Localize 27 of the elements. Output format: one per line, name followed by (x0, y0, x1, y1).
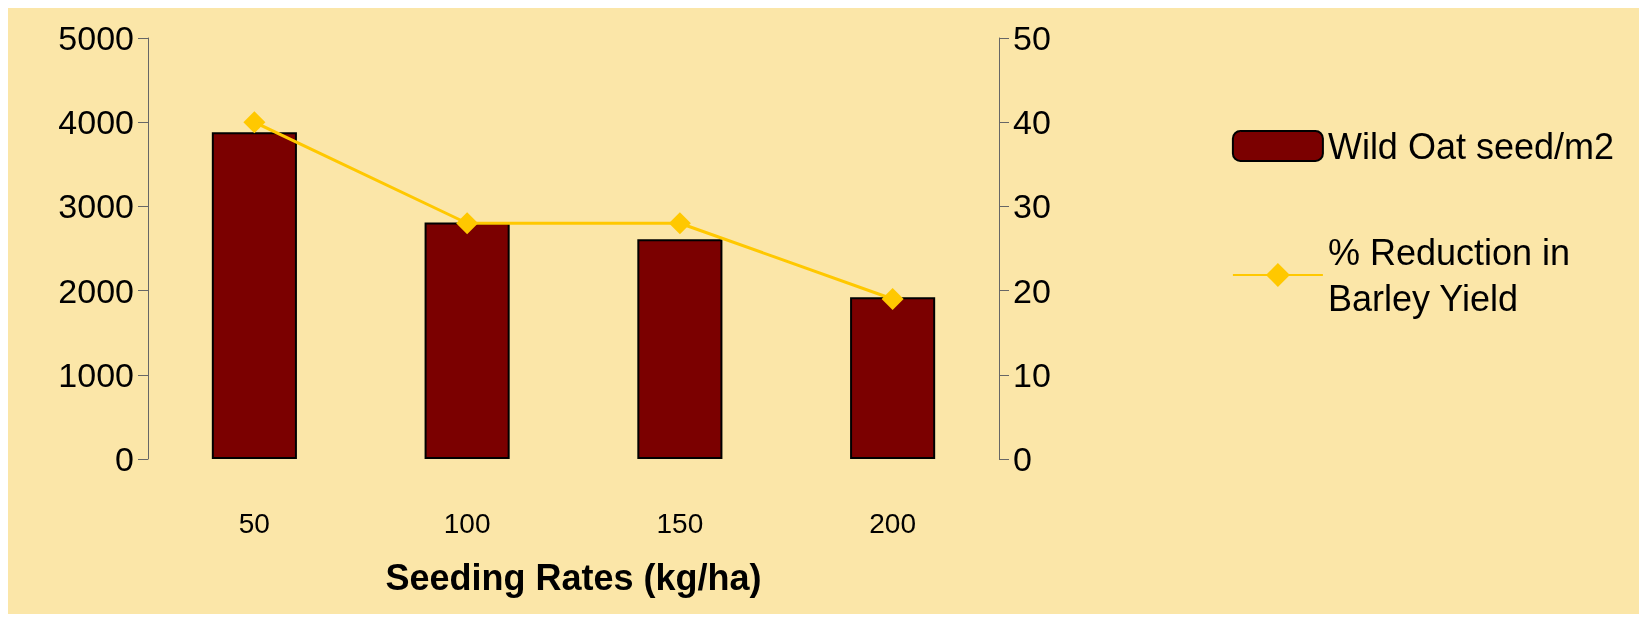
x-tick-label: 50 (238, 507, 270, 539)
x-tick-label: 100 (443, 507, 491, 539)
y-tick-label: 5000 (58, 19, 134, 57)
x-tick-label: 200 (869, 507, 916, 539)
x-axis-title: Seeding Rates (kg/ha) (385, 556, 762, 598)
y-tick-label: 2000 (58, 271, 134, 310)
y2-tick-label: 50 (1013, 19, 1051, 57)
y-tick-label: 4000 (58, 103, 134, 142)
point (668, 212, 691, 235)
y-tick-label: 0 (115, 440, 134, 478)
bar (211, 132, 297, 459)
point (243, 111, 266, 134)
x-tick-label: 150 (656, 507, 704, 539)
bar (637, 239, 723, 459)
y2-tick-label: 20 (1013, 271, 1051, 310)
bar (424, 222, 510, 459)
point (881, 288, 904, 311)
y2-tick-label: 10 (1013, 355, 1051, 394)
y2-tick-label: 0 (1013, 440, 1032, 478)
y-tick-label: 3000 (58, 187, 134, 226)
bar (850, 297, 936, 459)
y2-tick-label: 40 (1013, 103, 1051, 142)
y2-tick-label: 30 (1013, 187, 1051, 226)
point (456, 212, 479, 235)
legend-label: % Reduction in Barley Yield (1327, 231, 1571, 319)
legend-label: Wild Oat seed/m2 (1327, 125, 1615, 167)
y-tick-label: 1000 (58, 355, 134, 394)
